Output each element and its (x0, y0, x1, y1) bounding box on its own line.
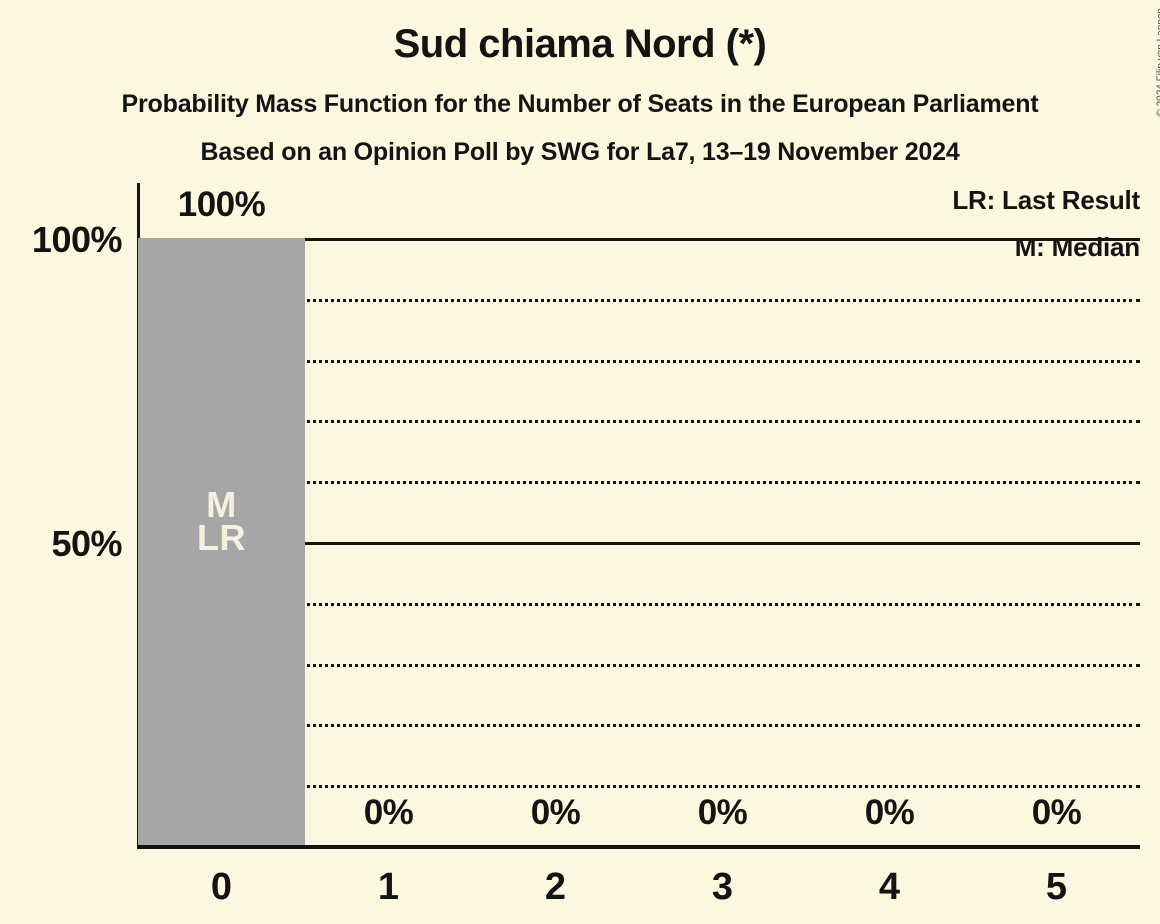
x-tick-label-3: 3 (711, 866, 734, 908)
x-tick-label-4: 4 (878, 866, 901, 908)
value-label-seat-1: 0% (363, 793, 414, 832)
gridline-20 (138, 724, 1140, 728)
bar-annotation-0: M LR (138, 484, 305, 558)
bar-annotation-line: M (206, 484, 237, 525)
gridline-40 (138, 602, 1140, 606)
chart-subtitle: Probability Mass Function for the Number… (121, 90, 1039, 118)
x-tick-label-1: 1 (377, 866, 400, 908)
gridline-80 (138, 359, 1140, 363)
value-label-seat-2: 0% (530, 793, 581, 832)
plot-area: M LR (138, 238, 1140, 846)
gridline-60 (138, 481, 1140, 485)
gridline-70 (138, 420, 1140, 424)
value-label-seat-4: 0% (864, 793, 915, 832)
legend-last-result: LR: Last Result (952, 185, 1140, 215)
legend-median: M: Median (1014, 232, 1141, 262)
y-tick-label-100: 100% (31, 219, 123, 260)
gridline-30 (138, 663, 1140, 667)
value-label-seat-3: 0% (697, 793, 748, 832)
bar-annotation-line: LR (197, 517, 246, 558)
chart-subtitle-source: Based on an Opinion Poll by SWG for La7,… (200, 138, 960, 166)
x-tick-label-0: 0 (210, 866, 233, 908)
value-label-seat-0: 100% (177, 185, 266, 224)
chart-title: Sud chiama Nord (*) (393, 22, 767, 66)
x-axis-line (137, 845, 1140, 849)
x-tick-label-2: 2 (544, 866, 567, 908)
bar-seat-0: M LR (138, 238, 305, 846)
gridline-90 (138, 298, 1140, 302)
y-tick-label-50: 50% (51, 523, 122, 564)
gridline-100 (138, 238, 1140, 241)
gridline-10 (138, 785, 1140, 789)
x-tick-label-5: 5 (1045, 866, 1068, 908)
value-label-seat-5: 0% (1031, 793, 1082, 832)
gridline-50 (138, 542, 1140, 545)
